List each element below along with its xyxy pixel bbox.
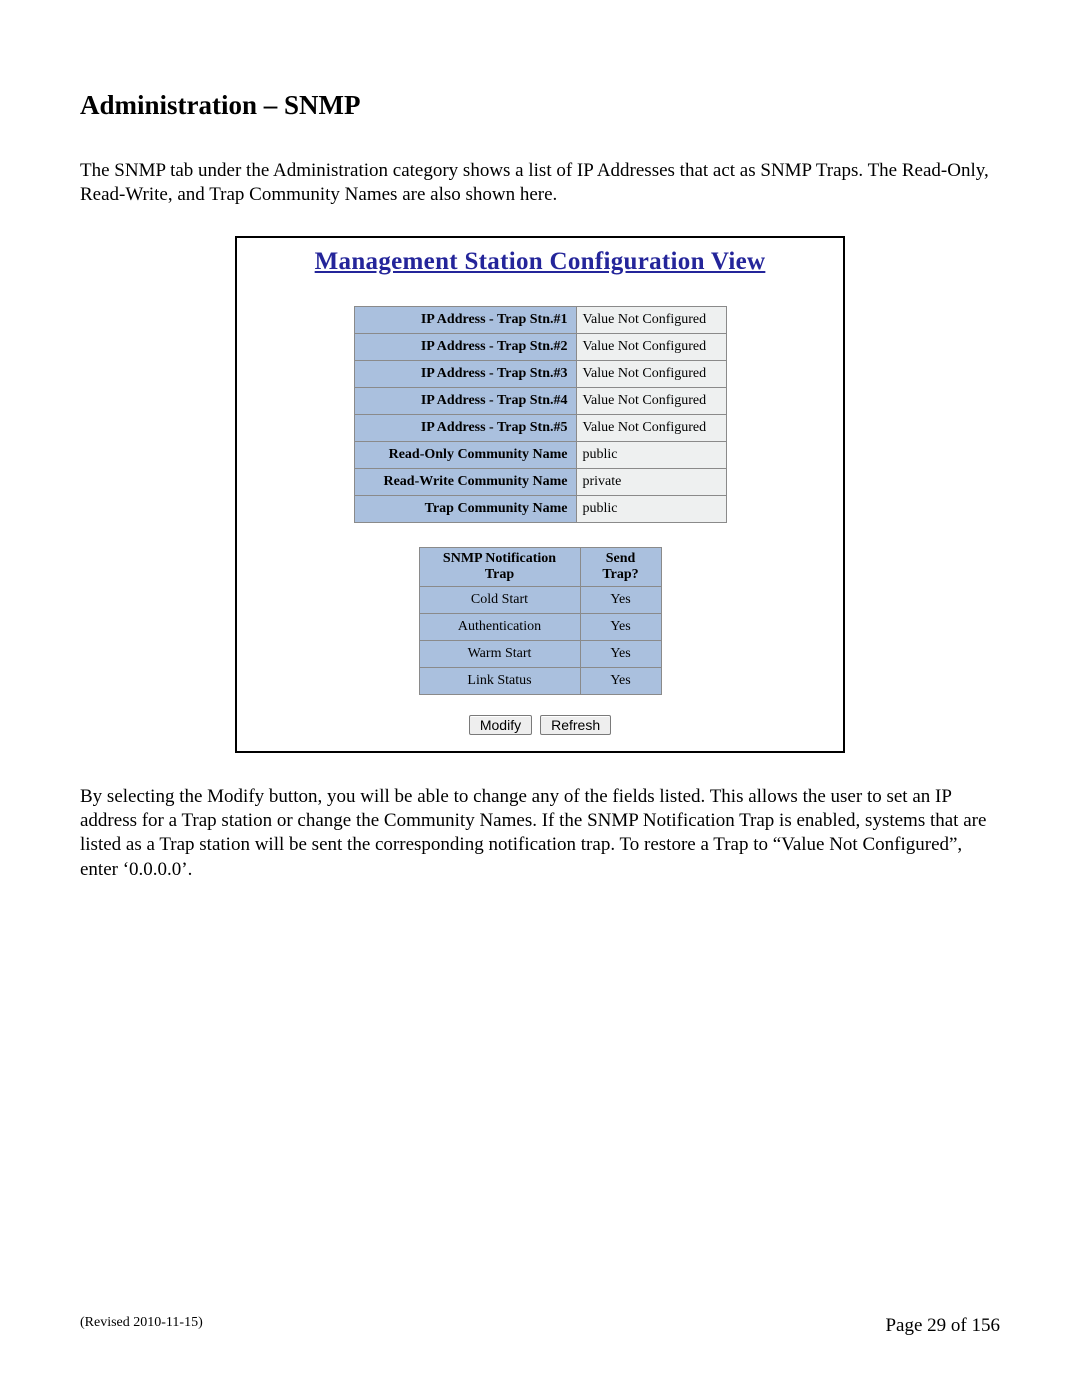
config-value: Value Not Configured <box>576 414 726 441</box>
table-row: Read-Only Community Name public <box>354 441 726 468</box>
intro-paragraph: The SNMP tab under the Administration ca… <box>80 159 1000 208</box>
button-row: Modify Refresh <box>247 715 833 735</box>
config-label: Read-Write Community Name <box>354 468 576 495</box>
config-label: Trap Community Name <box>354 495 576 522</box>
table-row: Cold Start Yes <box>419 586 661 613</box>
table-row: IP Address - Trap Stn.#3 Value Not Confi… <box>354 360 726 387</box>
section-heading: Administration – SNMP <box>80 90 1000 121</box>
config-panel: Management Station Configuration View IP… <box>235 236 845 753</box>
table-row: IP Address - Trap Stn.#4 Value Not Confi… <box>354 387 726 414</box>
config-value: public <box>576 495 726 522</box>
trap-name: Cold Start <box>419 586 580 613</box>
table-row: Link Status Yes <box>419 667 661 694</box>
trap-header-send: Send Trap? <box>580 547 661 586</box>
config-label: Read-Only Community Name <box>354 441 576 468</box>
config-value: Value Not Configured <box>576 360 726 387</box>
config-label: IP Address - Trap Stn.#4 <box>354 387 576 414</box>
config-label: IP Address - Trap Stn.#1 <box>354 306 576 333</box>
outro-paragraph: By selecting the Modify button, you will… <box>80 785 1000 882</box>
trap-send: Yes <box>580 640 661 667</box>
table-row: IP Address - Trap Stn.#5 Value Not Confi… <box>354 414 726 441</box>
modify-button[interactable]: Modify <box>469 715 532 735</box>
refresh-button[interactable]: Refresh <box>540 715 611 735</box>
config-value: Value Not Configured <box>576 333 726 360</box>
table-row: Read-Write Community Name private <box>354 468 726 495</box>
config-label: IP Address - Trap Stn.#3 <box>354 360 576 387</box>
config-value: private <box>576 468 726 495</box>
config-value: Value Not Configured <box>576 387 726 414</box>
config-label: IP Address - Trap Stn.#5 <box>354 414 576 441</box>
trap-name: Warm Start <box>419 640 580 667</box>
table-row: Authentication Yes <box>419 613 661 640</box>
trap-header-name: SNMP Notification Trap <box>419 547 580 586</box>
trap-name: Authentication <box>419 613 580 640</box>
table-row: Warm Start Yes <box>419 640 661 667</box>
panel-title: Management Station Configuration View <box>247 248 833 276</box>
document-page: Administration – SNMP The SNMP tab under… <box>0 0 1080 1397</box>
trap-send: Yes <box>580 586 661 613</box>
trap-name: Link Status <box>419 667 580 694</box>
table-row: IP Address - Trap Stn.#1 Value Not Confi… <box>354 306 726 333</box>
trap-table: SNMP Notification Trap Send Trap? Cold S… <box>419 547 662 695</box>
trap-send: Yes <box>580 613 661 640</box>
config-value: public <box>576 441 726 468</box>
config-value: Value Not Configured <box>576 306 726 333</box>
table-row: IP Address - Trap Stn.#2 Value Not Confi… <box>354 333 726 360</box>
page-number: Page 29 of 156 <box>885 1315 1000 1337</box>
config-label: IP Address - Trap Stn.#2 <box>354 333 576 360</box>
table-row: Trap Community Name public <box>354 495 726 522</box>
config-table: IP Address - Trap Stn.#1 Value Not Confi… <box>354 306 727 523</box>
table-header-row: SNMP Notification Trap Send Trap? <box>419 547 661 586</box>
trap-send: Yes <box>580 667 661 694</box>
page-footer: (Revised 2010-11-15) Page 29 of 156 <box>80 1315 1000 1337</box>
revised-date: (Revised 2010-11-15) <box>80 1315 203 1337</box>
